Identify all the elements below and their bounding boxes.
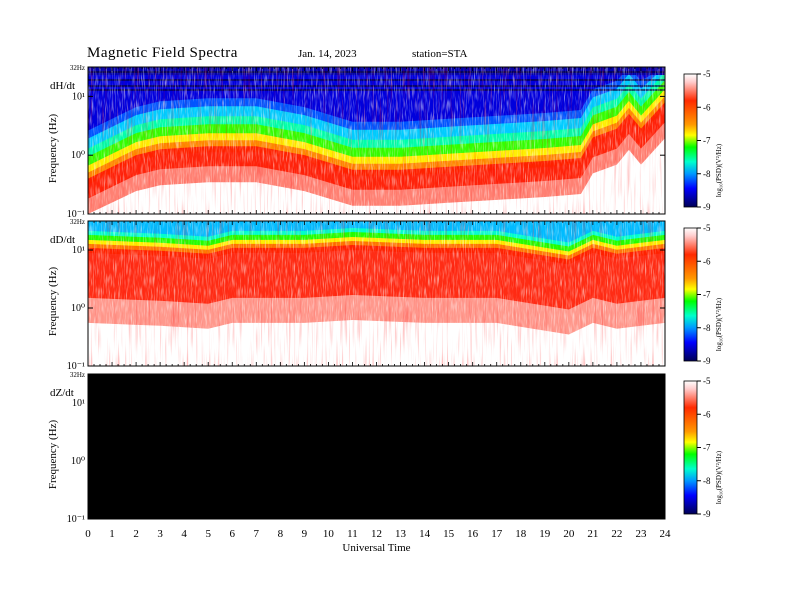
colorbar-tick-label: -6 — [703, 409, 711, 419]
y-axis-label: Frequency (Hz) — [47, 420, 59, 490]
spectrogram-image — [88, 374, 665, 519]
x-tick-label: 6 — [230, 528, 236, 540]
y-tick-label: 10⁻¹ — [67, 514, 85, 525]
x-tick-label: 9 — [302, 528, 308, 540]
colorbar-tick-label: -5 — [703, 69, 711, 79]
colorbar-label: log₁₀(PSD)(V²/Hz) — [715, 143, 723, 197]
colorbar — [683, 73, 698, 208]
y-tick-label: 32Hz — [70, 64, 85, 72]
y-axis-label: Frequency (Hz) — [47, 114, 59, 184]
x-tick-label: 5 — [205, 528, 211, 540]
y-tick-label: 32Hz — [70, 218, 85, 226]
colorbar — [683, 227, 698, 362]
colorbar-tick-label: -6 — [703, 256, 711, 266]
spectrogram-panel: 32Hz 10¹ 10⁰ 10⁻¹ dZ/dt Frequency (Hz) -5 -6 -7 -… — [47, 371, 723, 525]
colorbar-tick-label: -9 — [703, 509, 711, 519]
y-tick-label: 10⁰ — [71, 456, 85, 467]
colorbar-tick-label: -7 — [703, 443, 711, 453]
x-tick-label: 24 — [660, 528, 672, 540]
y-tick-label: 10¹ — [72, 91, 85, 102]
x-tick-label: 18 — [515, 528, 527, 540]
x-tick-label: 14 — [419, 528, 431, 540]
colorbar-tick-label: -7 — [703, 290, 711, 300]
x-tick-label: 1 — [109, 528, 115, 540]
colorbar-tick-label: -8 — [703, 323, 711, 333]
panel-label: dZ/dt — [50, 387, 74, 399]
x-tick-label: 0 — [85, 528, 91, 540]
x-tick-label: 22 — [611, 528, 622, 540]
x-tick-label: 7 — [254, 528, 260, 540]
x-tick-label: 16 — [467, 528, 479, 540]
spectrogram-texture — [88, 221, 665, 366]
x-tick-label: 8 — [278, 528, 284, 540]
colorbar-tick-label: -8 — [703, 169, 711, 179]
colorbar-tick-label: -9 — [703, 202, 711, 212]
colorbar — [683, 380, 698, 515]
x-tick-label: 10 — [323, 528, 335, 540]
x-tick-label: 4 — [181, 528, 187, 540]
colorbar-tick-label: -5 — [703, 223, 711, 233]
colorbar-tick-label: -5 — [703, 376, 711, 386]
y-tick-label: 10⁻¹ — [67, 209, 85, 220]
x-axis-label: Universal Time — [342, 542, 410, 554]
colorbar-tick-label: -9 — [703, 356, 711, 366]
y-tick-label: 10¹ — [72, 398, 85, 409]
x-tick-label: 15 — [443, 528, 455, 540]
colorbar-label: log₁₀(PSD)(V²/Hz) — [715, 297, 723, 351]
y-tick-label: 10⁰ — [71, 150, 85, 161]
spectrogram-texture — [88, 67, 665, 214]
y-axis-label: Frequency (Hz) — [47, 267, 59, 337]
x-tick-label: 21 — [587, 528, 598, 540]
spectrogram-panel: 32Hz 10¹ 10⁰ 10⁻¹ dH/dt Frequency (Hz) -5 -6 -7 -… — [47, 64, 723, 220]
spectrogram-panel: 32Hz 10¹ 10⁰ 10⁻¹ dD/dt Frequency (Hz) -5 -6 -7 -… — [47, 218, 723, 372]
x-tick-label: 11 — [347, 528, 358, 540]
x-tick-label: 12 — [371, 528, 382, 540]
colorbar-tick-label: -7 — [703, 136, 711, 146]
panel-label: dH/dt — [50, 80, 75, 92]
colorbar-tick-label: -6 — [703, 102, 711, 112]
x-tick-label: 13 — [395, 528, 407, 540]
chart-title: Magnetic Field Spectra — [87, 45, 238, 61]
x-tick-label: 2 — [133, 528, 139, 540]
y-tick-label: 10⁻¹ — [67, 361, 85, 372]
y-tick-label: 32Hz — [70, 371, 85, 379]
station-label: station=STA — [412, 48, 468, 60]
y-tick-label: 10¹ — [72, 245, 85, 256]
x-tick-label: 3 — [157, 528, 163, 540]
y-tick-label: 10⁰ — [71, 303, 85, 314]
x-tick-label: 23 — [635, 528, 647, 540]
x-tick-label: 19 — [539, 528, 551, 540]
x-tick-label: 17 — [491, 528, 503, 540]
x-tick-label: 20 — [563, 528, 575, 540]
colorbar-tick-label: -8 — [703, 476, 711, 486]
date-label: Jan. 14, 2023 — [298, 48, 357, 60]
colorbar-label: log₁₀(PSD)(V²/Hz) — [715, 450, 723, 504]
panel-label: dD/dt — [50, 234, 75, 246]
